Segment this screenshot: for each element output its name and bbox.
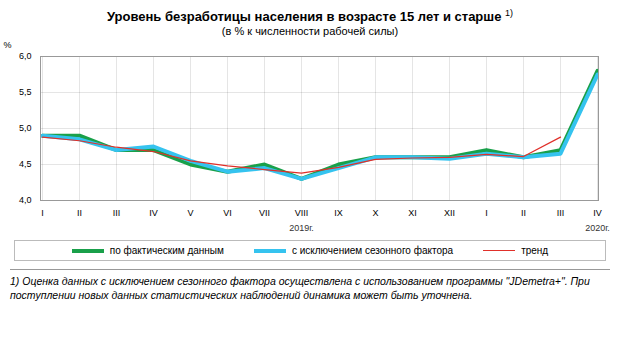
svg-text:II: II	[521, 208, 526, 218]
html-text:Уровень безработицы населения: Уровень безработицы населения в возрасте…	[107, 8, 513, 25]
svg-text:I: I	[41, 208, 44, 218]
svg-text:5,0: 5,0	[19, 123, 32, 133]
svg-text:2019г.: 2019г.	[289, 223, 314, 233]
html-text:по фактическим данным: по фактическим данным	[109, 245, 224, 257]
svg-text:III: III	[557, 208, 565, 218]
svg-text:5,5: 5,5	[19, 87, 32, 97]
svg-text:2020г.: 2020г.	[585, 223, 610, 233]
svg-text:XI: XI	[408, 208, 417, 218]
svg-text:V: V	[187, 208, 193, 218]
svg-text:II: II	[77, 208, 82, 218]
svg-text:VI: VI	[223, 208, 232, 218]
html-text:с исключением сезонного фактор: с исключением сезонного фактора	[291, 245, 454, 257]
svg-text:IV: IV	[149, 208, 158, 218]
svg-text:4,0: 4,0	[19, 195, 32, 205]
svg-text:X: X	[372, 208, 378, 218]
svg-text:IX: IX	[334, 208, 343, 218]
html-text:(в % к численности рабочей сил: (в % к численности рабочей силы)	[221, 24, 399, 37]
svg-text:VII: VII	[259, 208, 270, 218]
html-text:1) Оценка данных с исключением: 1) Оценка данных с исключением сезонного…	[10, 275, 590, 302]
svg-text:4,5: 4,5	[19, 159, 32, 169]
svg-text:I: I	[485, 208, 488, 218]
svg-text:6,0: 6,0	[19, 51, 32, 61]
svg-text:IV: IV	[593, 208, 602, 218]
svg-text:XII: XII	[444, 208, 455, 218]
svg-text:VIII: VIII	[295, 208, 309, 218]
html-text:тренд: тренд	[521, 245, 549, 257]
svg-text:III: III	[113, 208, 121, 218]
svg-text:%: %	[4, 40, 12, 50]
